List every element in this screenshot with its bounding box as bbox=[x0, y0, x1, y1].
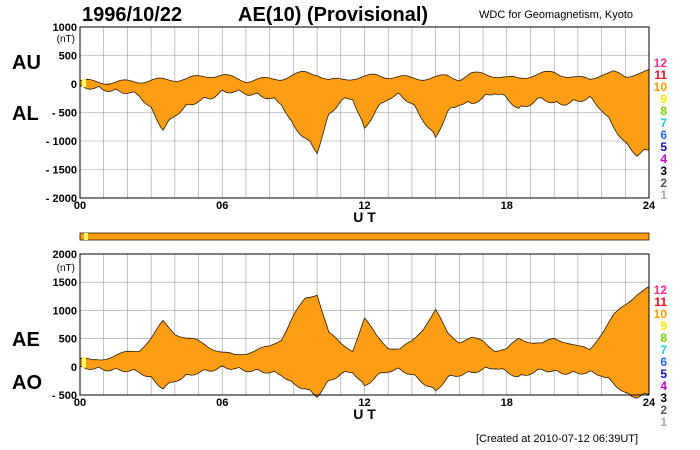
ae-ao-scale-4: 4 bbox=[660, 379, 667, 393]
coverage-bar-early-marker bbox=[84, 233, 88, 240]
au-al-unit-label: (nT) bbox=[57, 34, 75, 45]
au-al-scale-12: 12 bbox=[654, 56, 668, 70]
ae-label: AE bbox=[12, 329, 40, 351]
ae-ao-scale-5: 5 bbox=[660, 367, 667, 381]
ae-ao-x-tick-label: 24 bbox=[643, 397, 656, 409]
ae-ao-scale-11: 11 bbox=[654, 295, 667, 309]
au-al-scale-10: 10 bbox=[654, 80, 668, 94]
au-al-scale-9: 9 bbox=[660, 92, 667, 106]
ae-ao-unit-label: (nT) bbox=[57, 263, 75, 274]
au-al-scale-4: 4 bbox=[660, 152, 667, 166]
au-al-x-tick-label: 18 bbox=[501, 200, 513, 212]
ae-ao-x-tick-label: 12 bbox=[358, 397, 370, 409]
au-al-scale-6: 6 bbox=[660, 128, 667, 142]
ae-ao-series-ao bbox=[79, 365, 650, 399]
ae-ao-scale-8: 8 bbox=[660, 331, 667, 345]
ae-ao-y-tick-label: 1500 bbox=[53, 277, 77, 289]
ae-ao-scale-1: 1 bbox=[660, 415, 667, 429]
au-al-y-tick-label: - 1500 bbox=[46, 165, 77, 177]
ae-ao-x-axis-title: U T bbox=[353, 406, 376, 422]
coverage-bar bbox=[79, 232, 650, 241]
ae-ao-x-tick-label: 06 bbox=[216, 397, 228, 409]
au-al-x-tick-label: 00 bbox=[74, 200, 86, 212]
ae-ao-y-tick-label: 500 bbox=[59, 334, 77, 346]
au-al-scale-5: 5 bbox=[660, 140, 667, 154]
au-al-scale-11: 11 bbox=[654, 68, 667, 82]
source-label: WDC for Geomagnetism, Kyoto bbox=[479, 9, 634, 21]
al-label: AL bbox=[12, 103, 39, 125]
au-al-y-tick-label: - 2000 bbox=[46, 193, 77, 205]
ae-ao-scale-12: 12 bbox=[654, 283, 668, 297]
ae-ao-scale-3: 3 bbox=[660, 391, 667, 405]
chart-title: AE(10) (Provisional) bbox=[238, 4, 429, 26]
au-al-x-axis-title: U T bbox=[353, 209, 376, 225]
ae-ao-x-tick-label: 18 bbox=[501, 397, 513, 409]
au-al-y-tick-label: 1000 bbox=[53, 22, 77, 34]
ae-ao-y-tick-label: 1000 bbox=[53, 305, 77, 317]
au-al-scale-2: 2 bbox=[660, 176, 667, 190]
au-al-early-marker bbox=[82, 78, 86, 88]
created-timestamp: [Created at 2010-07-12 06:39UT] bbox=[476, 433, 639, 445]
au-al-y-tick-label: 0 bbox=[71, 79, 77, 91]
ae-ao-y-tick-label: - 500 bbox=[52, 390, 77, 402]
ae-ao-scale-10: 10 bbox=[654, 307, 668, 321]
au-al-x-tick-label: 12 bbox=[358, 200, 370, 212]
ae-ao-x-tick-label: 00 bbox=[74, 397, 86, 409]
ae-ao-scale-2: 2 bbox=[660, 403, 667, 417]
au-al-y-tick-label: 500 bbox=[59, 51, 77, 63]
au-al-x-tick-label: 24 bbox=[643, 200, 656, 212]
au-al-band bbox=[80, 69, 649, 157]
au-al-scale-7: 7 bbox=[660, 116, 667, 130]
au-al-series-au bbox=[79, 69, 650, 85]
ae-ao-y-tick-label: 0 bbox=[71, 362, 77, 374]
ae-ao-y-tick-label: 2000 bbox=[53, 249, 77, 261]
au-al-scale-3: 3 bbox=[660, 164, 667, 178]
au-al-scale-8: 8 bbox=[660, 104, 667, 118]
ae-ao-plot-frame bbox=[79, 253, 650, 396]
au-al-plot-frame bbox=[79, 26, 650, 199]
ao-label: AO bbox=[12, 372, 42, 394]
au-al-x-tick-label: 06 bbox=[216, 200, 228, 212]
ae-ao-early-marker bbox=[82, 356, 86, 368]
au-al-y-tick-label: - 1000 bbox=[46, 136, 77, 148]
au-al-y-tick-label: - 500 bbox=[52, 108, 77, 120]
ae-ao-scale-9: 9 bbox=[660, 319, 667, 333]
au-label: AU bbox=[12, 52, 41, 74]
date-title: 1996/10/22 bbox=[82, 4, 183, 26]
ae-ao-band bbox=[80, 286, 649, 399]
ae-ao-scale-7: 7 bbox=[660, 343, 667, 357]
ae-ao-series-ae bbox=[79, 285, 650, 361]
au-al-scale-1: 1 bbox=[660, 188, 667, 202]
au-al-series-al bbox=[79, 85, 650, 157]
ae-ao-scale-6: 6 bbox=[660, 355, 667, 369]
